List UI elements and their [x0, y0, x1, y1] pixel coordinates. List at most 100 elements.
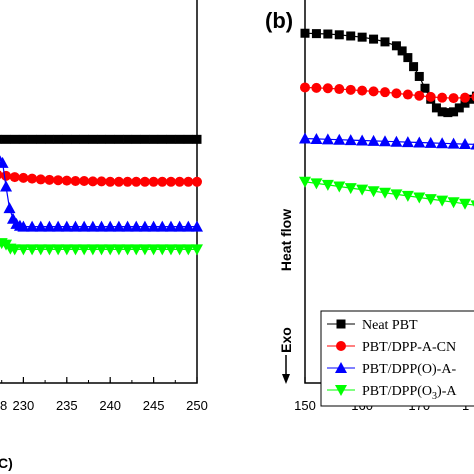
data-point-circle	[165, 176, 176, 187]
data-point-circle	[425, 91, 436, 102]
exo-label: Exo	[278, 327, 294, 353]
data-point-square	[70, 134, 80, 144]
data-point-square	[409, 62, 419, 72]
data-point-circle	[1, 170, 12, 181]
data-point-circle	[87, 176, 98, 187]
data-point-triangle-down	[60, 244, 73, 256]
data-point-triangle-up	[401, 136, 414, 148]
data-point-triangle-up	[321, 133, 334, 145]
panel-a-frame	[0, 0, 198, 384]
data-point-triangle-down	[43, 244, 56, 256]
data-point-square	[414, 71, 424, 81]
data-point-triangle-down	[401, 190, 414, 202]
data-point-circle	[448, 93, 459, 104]
data-point-square	[140, 134, 150, 144]
data-point-circle	[18, 172, 29, 183]
data-point-square	[36, 134, 46, 144]
data-point-triangle-down	[321, 179, 334, 191]
data-point-triangle-down	[147, 244, 160, 256]
data-point-triangle-up	[447, 137, 460, 149]
data-point-triangle-up	[182, 220, 195, 232]
data-point-circle	[79, 175, 90, 186]
series-3	[0, 238, 203, 256]
data-point-square	[10, 134, 20, 144]
data-point-triangle-down	[436, 195, 449, 207]
legend-marker-square	[336, 319, 346, 329]
legend-entry-dpp-o-a: PBT/DPP(O)-A-	[327, 362, 456, 377]
data-point-triangle-up	[130, 220, 143, 232]
data-point-triangle-down	[95, 244, 108, 256]
data-point-triangle-down	[130, 244, 143, 256]
data-point-triangle-down	[52, 244, 65, 256]
legend-label: PBT/DPP-A-CN	[362, 340, 456, 355]
data-point-square	[346, 31, 356, 41]
data-point-square	[183, 134, 193, 144]
data-point-triangle-down	[459, 198, 471, 210]
legend-label: PBT/DPP(O)-A-	[362, 362, 456, 377]
data-point-triangle-up	[104, 220, 117, 232]
data-point-circle	[96, 176, 107, 187]
data-point-circle	[300, 82, 310, 93]
data-point-circle	[357, 85, 368, 96]
data-point-circle	[368, 86, 379, 97]
data-point-circle	[44, 174, 55, 185]
data-point-triangle-down	[69, 244, 82, 256]
data-point-triangle-up	[138, 220, 151, 232]
data-point-circle	[9, 172, 20, 183]
data-point-triangle-up	[112, 220, 125, 232]
data-point-circle	[122, 176, 133, 187]
data-point-triangle-down	[191, 244, 203, 256]
legend-marker-triangle-up	[335, 362, 347, 373]
series-3	[299, 176, 474, 210]
data-point-square	[323, 29, 333, 39]
data-point-triangle-down	[17, 244, 30, 256]
data-point-circle	[311, 82, 322, 93]
series-0	[300, 28, 474, 118]
data-point-triangle-up	[78, 220, 91, 232]
data-point-triangle-down	[121, 244, 134, 256]
data-point-circle	[391, 88, 402, 99]
data-point-triangle-down	[379, 187, 391, 199]
data-point-square	[466, 94, 474, 104]
data-point-triangle-up	[173, 220, 186, 232]
data-point-circle	[380, 87, 390, 98]
data-point-circle	[148, 176, 159, 187]
panel-a-x-ticks: 8 230 235 240 245 250	[0, 377, 208, 413]
data-point-square	[175, 134, 185, 144]
data-point-triangle-up	[164, 220, 177, 232]
exo-arrow-icon	[282, 355, 290, 384]
data-point-triangle-up	[86, 220, 99, 232]
panel-b-y-axis-label: Heat flow	[278, 209, 294, 271]
data-point-triangle-up	[379, 135, 391, 147]
data-point-triangle-down	[86, 244, 99, 256]
data-point-square	[88, 134, 98, 144]
data-point-triangle-up	[52, 220, 65, 232]
data-point-square	[311, 29, 321, 39]
x-tick-label: 230	[13, 398, 35, 413]
data-point-triangle-down	[390, 189, 403, 201]
data-point-square	[79, 134, 89, 144]
data-point-square	[380, 37, 390, 47]
data-point-circle	[35, 174, 46, 185]
data-point-triangle-down	[34, 244, 47, 256]
legend-marker-triangle-down	[335, 385, 347, 396]
series-2	[0, 155, 203, 232]
data-point-triangle-down	[78, 244, 91, 256]
data-point-triangle-down	[173, 244, 186, 256]
data-point-square	[449, 107, 459, 117]
data-point-circle	[61, 175, 72, 186]
legend: Neat PBT PBT/DPP-A-CN PBT/DPP(O)-A- PBT/…	[320, 310, 474, 407]
series-0	[0, 134, 202, 144]
panel-a-axis-unit-fragment: C)	[0, 455, 13, 471]
series-1	[0, 170, 202, 187]
panel-a-plot-area	[0, 134, 203, 256]
data-point-circle	[334, 84, 345, 95]
data-point-square	[18, 134, 28, 144]
data-point-circle	[27, 173, 38, 184]
data-point-square	[431, 103, 441, 113]
data-point-triangle-up	[34, 220, 47, 232]
data-point-triangle-up	[459, 138, 471, 150]
data-point-circle	[53, 175, 64, 186]
legend-entry-neat-pbt: Neat PBT	[327, 318, 418, 333]
